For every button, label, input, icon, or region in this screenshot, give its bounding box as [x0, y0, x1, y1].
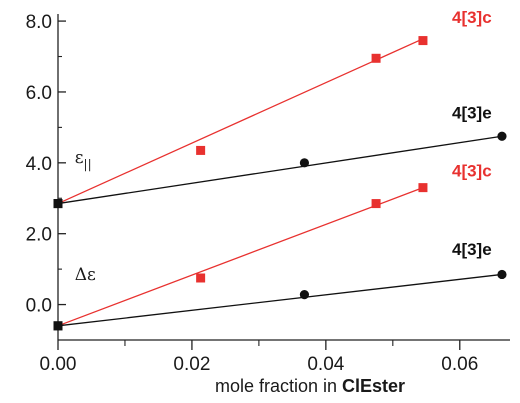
annotation-0: ε|| — [75, 148, 92, 171]
data-point-s2-1 — [196, 273, 206, 283]
data-point-s0-2 — [371, 53, 381, 63]
data-point-s3-0 — [53, 321, 63, 331]
y-tick-label: 0.0 — [26, 296, 52, 317]
x-tick-label: 0.06 — [441, 354, 478, 375]
chart-labels: 4[3]c 4[3]e 4[3]c 4[3]e ε|| Δε — [75, 8, 492, 285]
x-axis-label-prefix: mole fraction in — [215, 376, 342, 396]
data-point-s1-2 — [497, 131, 507, 141]
x-tick-label: 0.02 — [173, 354, 210, 375]
y-tick-label: 2.0 — [26, 225, 52, 246]
data-point-s1-1 — [299, 158, 310, 168]
data-points — [53, 36, 507, 331]
data-point-s0-1 — [196, 145, 206, 155]
series-label-1: 4[3]e — [452, 104, 492, 123]
y-tick-label: 8.0 — [26, 12, 52, 33]
fit-line-0 — [57, 38, 424, 205]
fit-line-2 — [57, 187, 424, 327]
x-tick-label: 0.00 — [40, 354, 77, 375]
data-point-s2-3 — [418, 183, 428, 193]
data-point-s1-0 — [53, 199, 63, 209]
x-tick-label: 0.04 — [307, 354, 344, 375]
y-tick-label: 4.0 — [26, 154, 52, 175]
y-tick-label: 6.0 — [26, 83, 52, 104]
data-point-s2-2 — [371, 199, 381, 209]
data-point-s0-3 — [418, 36, 428, 46]
fit-line-3 — [57, 273, 503, 327]
fit-lines — [57, 38, 503, 327]
x-axis-label: mole fraction in ClEster — [215, 376, 405, 396]
data-point-s3-2 — [497, 269, 507, 280]
fit-line-1 — [57, 135, 503, 205]
series-label-0: 4[3]c — [452, 8, 492, 27]
series-label-3: 4[3]e — [452, 240, 492, 259]
axes: 0.0 2.0 4.0 6.0 8.0 0.00 0.02 0.04 0.06 — [26, 12, 510, 375]
annotation-1: Δε — [75, 265, 96, 285]
data-point-s3-1 — [299, 290, 310, 300]
series-label-2: 4[3]c — [452, 161, 492, 180]
x-axis-label-bold: ClEster — [342, 376, 405, 396]
